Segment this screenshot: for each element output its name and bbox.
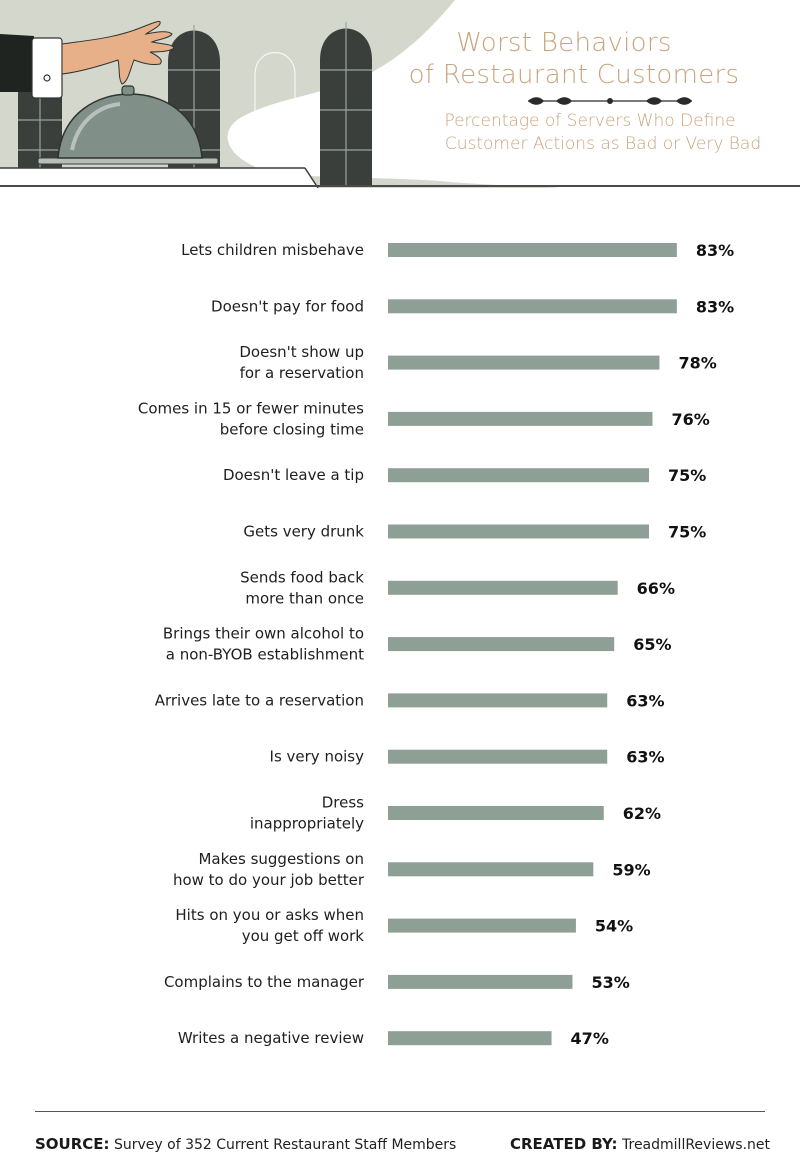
bar [388, 749, 608, 764]
bar [388, 1031, 552, 1046]
value-label: 75% [668, 466, 706, 485]
chart-row: Brings their own alcohol to a non-BYOB es… [163, 625, 672, 664]
bar [388, 580, 618, 595]
category-label: Sends food back [240, 568, 364, 586]
chart-row: Is very noisy 63% [270, 748, 665, 767]
chart-row: Doesn't pay for food 83% [211, 297, 734, 316]
category-label: how to do your job better [173, 871, 365, 889]
bar [388, 806, 604, 820]
category-label: Hits on you or asks when [175, 906, 364, 924]
chart-subtitle-line-2: Customer Actions as Bad or Very Bad [444, 134, 762, 154]
created-by-text: TreadmillReviews.net [622, 1137, 770, 1153]
footer-divider [35, 1111, 765, 1112]
category-label: Comes in 15 or fewer minutes [138, 399, 364, 417]
header-illustration: Worst Behaviors of Restaurant Customers … [0, 0, 800, 188]
category-label: Complains to the manager [164, 973, 365, 991]
bar [388, 974, 573, 989]
category-label: before closing time [220, 420, 364, 438]
table [0, 168, 318, 188]
chart-row: Writes a negative review 47% [178, 1029, 609, 1048]
source-credit: SOURCE: Survey of 352 Current Restaurant… [35, 1135, 456, 1153]
chart-title-line-1: Worst Behaviors [456, 28, 672, 58]
source-label: SOURCE: [35, 1135, 110, 1153]
bar [388, 355, 660, 370]
window-outline [254, 51, 296, 170]
bar [388, 918, 576, 933]
chart-subtitle-line-1: Percentage of Servers Who Define [444, 111, 736, 131]
bar [388, 524, 649, 539]
category-label: you get off work [242, 927, 365, 945]
bar [388, 637, 615, 652]
value-label: 54% [595, 917, 633, 936]
value-label: 62% [623, 804, 661, 823]
category-label: Doesn't show up [239, 343, 364, 361]
bar [388, 299, 677, 314]
chart-row: Makes suggestions on how to do your job b… [173, 850, 651, 889]
category-label: a non-BYOB establishment [166, 646, 364, 664]
plate [37, 157, 219, 165]
value-label: 75% [668, 523, 706, 542]
category-label: Doesn't leave a tip [223, 466, 364, 484]
sleeve [0, 34, 36, 92]
bar [388, 862, 594, 877]
category-label: Arrives late to a reservation [155, 691, 364, 709]
value-label: 47% [571, 1029, 609, 1048]
header-divider [0, 185, 800, 187]
value-label: 78% [678, 354, 716, 373]
category-label: Writes a negative review [178, 1029, 364, 1047]
bar [388, 468, 649, 483]
category-label: inappropriately [250, 815, 364, 833]
value-label: 53% [591, 973, 629, 992]
category-label: Dress [322, 794, 364, 812]
value-label: 76% [671, 410, 709, 429]
value-label: 59% [612, 860, 650, 879]
chart-row: Gets very drunk 75% [243, 523, 706, 542]
value-label: 65% [633, 635, 671, 654]
footer: SOURCE: Survey of 352 Current Restaurant… [35, 1135, 770, 1155]
source-text: Survey of 352 Current Restaurant Staff M… [114, 1137, 457, 1153]
created-by-label: CREATED BY: [509, 1135, 618, 1153]
chart-row: Doesn't show up for a reservation 78% [239, 343, 716, 382]
hand [61, 21, 175, 85]
chart-row: Hits on you or asks when you get off work… [175, 906, 633, 945]
value-label: 83% [696, 241, 734, 260]
category-label: more than once [245, 589, 364, 607]
chart-rows: Lets children misbehave 83%Doesn't pay fo… [138, 241, 734, 1048]
chart-row: Comes in 15 or fewer minutes before closi… [138, 399, 710, 438]
cuff [31, 37, 63, 99]
value-label: 83% [696, 297, 734, 316]
chart-row: Complains to the manager 53% [164, 973, 630, 992]
value-label: 63% [626, 748, 664, 767]
bar [388, 243, 677, 257]
category-label: Lets children misbehave [181, 241, 364, 259]
chart-row: Arrives late to a reservation 63% [155, 691, 665, 710]
header-artwork [0, 0, 692, 188]
value-label: 63% [626, 691, 664, 710]
bar-chart: Lets children misbehave 83%Doesn't pay fo… [138, 241, 734, 1048]
category-label: Brings their own alcohol to [163, 625, 364, 643]
cufflink [43, 74, 51, 82]
category-label: Is very noisy [270, 748, 365, 766]
value-label: 66% [637, 579, 675, 598]
bar [388, 411, 653, 426]
category-label: for a reservation [240, 364, 364, 382]
chart-row: Lets children misbehave 83% [181, 241, 734, 260]
chart-row: Dress inappropriately 62% [250, 794, 661, 833]
chart-row: Doesn't leave a tip 75% [223, 466, 706, 485]
chart-row: Sends food back more than once 66% [240, 568, 675, 607]
bar [388, 693, 608, 708]
category-label: Doesn't pay for food [211, 297, 364, 315]
category-label: Makes suggestions on [198, 850, 364, 868]
ornament-divider [528, 97, 692, 105]
creator-credit: CREATED BY: TreadmillReviews.net [510, 1135, 770, 1153]
category-label: Gets very drunk [243, 523, 364, 541]
chart-title-line-2: of Restaurant Customers [408, 60, 740, 90]
